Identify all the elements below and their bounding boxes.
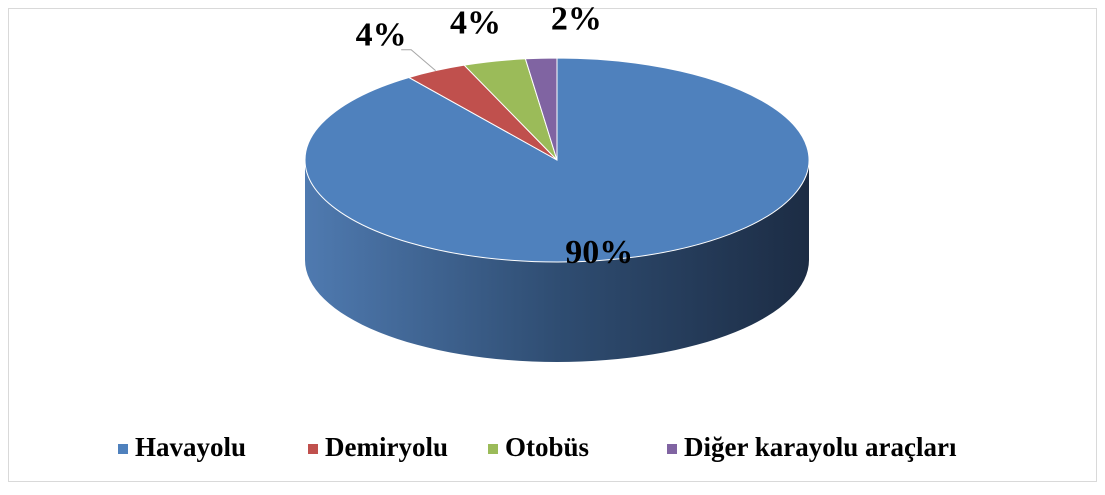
legend-label: Havayolu [135,432,246,462]
data-label: 2% [551,0,602,37]
legend-label: Demiryolu [325,432,448,462]
legend-swatch [118,444,128,454]
legend-swatch [308,444,318,454]
legend-swatch [488,444,498,454]
slice-side [305,160,809,362]
legend-swatch [667,444,677,454]
slice [524,57,558,161]
data-label: 90% [565,234,633,271]
data-label: 4% [450,4,501,41]
legend-label: Otobüs [505,432,589,462]
leader-line [401,49,436,71]
data-label: 4% [356,17,407,54]
legend-label: Diğer karayolu araçları [684,432,957,462]
